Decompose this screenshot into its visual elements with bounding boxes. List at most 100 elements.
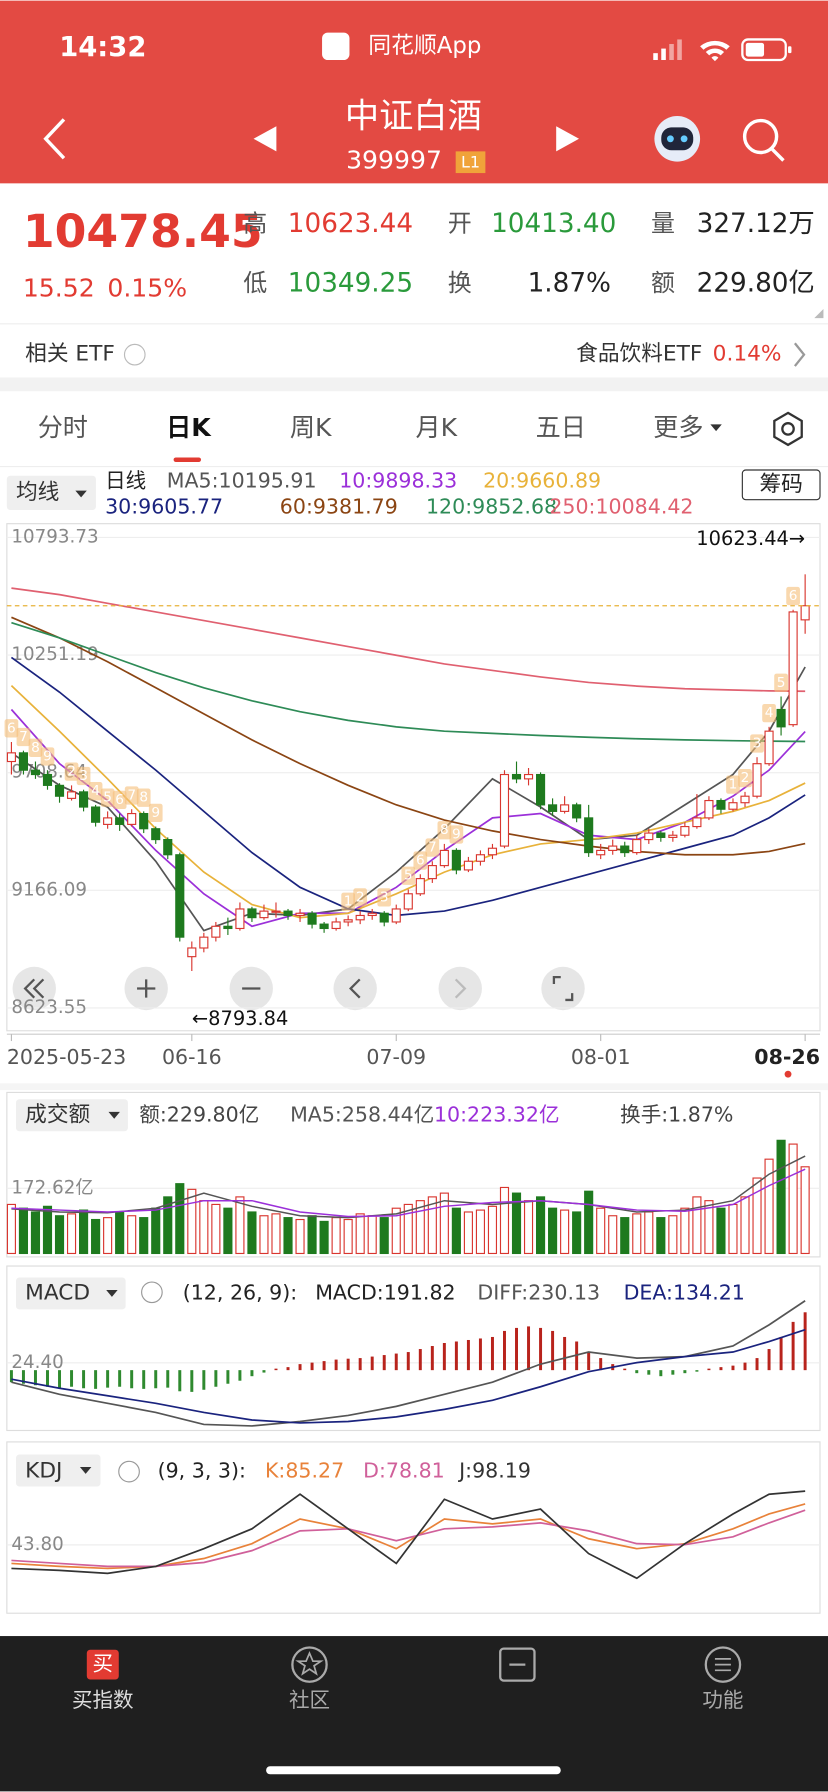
- macd-selector[interactable]: [15, 1277, 126, 1310]
- robot-button[interactable]: [654, 115, 701, 162]
- candle-body: [776, 708, 786, 728]
- nav-icon[interactable]: [704, 1646, 742, 1683]
- td-mark: 6: [115, 792, 124, 808]
- td-mark-bg: [726, 775, 740, 794]
- macd-bar: [118, 1370, 122, 1387]
- ma-legend: MA5:258.44亿: [290, 1102, 434, 1126]
- nav-icon-active[interactable]: [86, 1649, 119, 1680]
- line-legend: J:98.19: [457, 1459, 531, 1483]
- candle-body: [307, 912, 317, 925]
- tab[interactable]: 分时: [38, 413, 88, 442]
- macd-bar: [539, 1327, 543, 1371]
- macd-bar: [623, 1368, 627, 1371]
- line-legend: D:78.81: [363, 1459, 445, 1483]
- index-code: 399997: [346, 146, 442, 175]
- candle-body: [560, 804, 570, 812]
- macd-label: MACD:191.82: [315, 1280, 455, 1304]
- volume-bar: [319, 1220, 329, 1255]
- volume-bar: [499, 1186, 510, 1255]
- tab[interactable]: 月K: [415, 413, 457, 442]
- volume-bar: [740, 1196, 750, 1255]
- line-legend: K:85.27: [265, 1459, 344, 1483]
- volume-bar: [680, 1207, 690, 1255]
- tab[interactable]: 五日: [536, 413, 586, 442]
- volume-bar: [271, 1213, 281, 1255]
- field-value: 10349.25: [288, 268, 413, 298]
- volume-selector[interactable]: [15, 1099, 128, 1132]
- caret: [108, 1111, 120, 1119]
- search-button[interactable]: [742, 118, 785, 162]
- date-label: 07-09: [366, 1045, 426, 1069]
- nav-icon[interactable]: [499, 1647, 536, 1682]
- tab[interactable]: 周K: [290, 413, 332, 442]
- index-name: 中证白酒: [345, 97, 482, 137]
- etf-arrow[interactable]: [793, 342, 806, 367]
- nav-label[interactable]: 社区: [289, 1688, 330, 1712]
- candle-body: [151, 828, 161, 841]
- caret: [75, 490, 87, 498]
- candle-body: [355, 914, 365, 921]
- volume-bar: [788, 1143, 798, 1255]
- volume-bar: [704, 1200, 714, 1255]
- ma-selector[interactable]: [6, 475, 96, 510]
- selector-label: 成交额: [25, 1102, 90, 1127]
- candle-body: [716, 799, 726, 810]
- today-dot: [784, 1070, 792, 1078]
- candle-body: [451, 849, 461, 871]
- nav-icon[interactable]: [291, 1646, 328, 1683]
- field-value: 229.80亿: [697, 268, 815, 298]
- volume-bar: [295, 1218, 305, 1255]
- macd-bar: [503, 1330, 506, 1371]
- volume-bar: [608, 1215, 618, 1255]
- macd-bar: [659, 1370, 663, 1377]
- td-mark-bg: [762, 703, 776, 723]
- td-mark-bg: [16, 727, 31, 747]
- candle-body: [620, 845, 630, 854]
- volume-bar: [91, 1218, 101, 1255]
- macd-bar: [70, 1370, 74, 1387]
- back-button[interactable]: [43, 118, 66, 160]
- macd-bar: [719, 1367, 723, 1371]
- indicator-line: [11, 1503, 806, 1570]
- tab[interactable]: 日K: [166, 413, 212, 442]
- nav-label[interactable]: 买指数: [72, 1688, 134, 1712]
- macd-bar: [190, 1370, 194, 1392]
- nav-label[interactable]: 功能: [702, 1688, 743, 1712]
- td-mark-bg: [88, 782, 103, 801]
- help-icon[interactable]: [118, 1460, 140, 1483]
- volume-bar: [728, 1203, 738, 1255]
- kdj-selector[interactable]: [15, 1454, 101, 1487]
- volume-bar: [379, 1217, 389, 1255]
- next-button[interactable]: [556, 126, 580, 152]
- ma-legend: 20:9660.89: [483, 468, 601, 492]
- volume-bar: [247, 1211, 257, 1255]
- badge: L1: [461, 152, 480, 171]
- y-tick-label: 8623.55: [11, 997, 87, 1018]
- volume-bar: [151, 1207, 161, 1255]
- indicator-line: [11, 1490, 806, 1580]
- help-icon[interactable]: [141, 1281, 163, 1304]
- volume-bar: [283, 1217, 293, 1255]
- control-glyphs[interactable]: [23, 975, 574, 1002]
- settings-icon[interactable]: [773, 411, 803, 447]
- volume-bar: [535, 1196, 546, 1255]
- tab[interactable]: 更多: [653, 413, 703, 442]
- candle-body: [211, 925, 221, 938]
- bottom-nav: [0, 1636, 828, 1792]
- candle-body: [704, 799, 714, 819]
- volume-bar: [692, 1196, 702, 1255]
- macd-bar: [106, 1370, 110, 1388]
- field-label: 低: [243, 269, 267, 297]
- volume-bar: [54, 1215, 65, 1255]
- macd-bar: [286, 1367, 290, 1371]
- prev-button[interactable]: [253, 126, 277, 152]
- chip-button[interactable]: [741, 469, 821, 501]
- indicator-line: [11, 1155, 806, 1219]
- volume-bar: [656, 1217, 666, 1255]
- macd-bar: [226, 1370, 230, 1384]
- caret: [79, 1467, 92, 1474]
- volume-bar: [523, 1200, 534, 1255]
- help-icon[interactable]: [123, 343, 146, 366]
- line-legend: DIFF:230.13: [477, 1280, 600, 1304]
